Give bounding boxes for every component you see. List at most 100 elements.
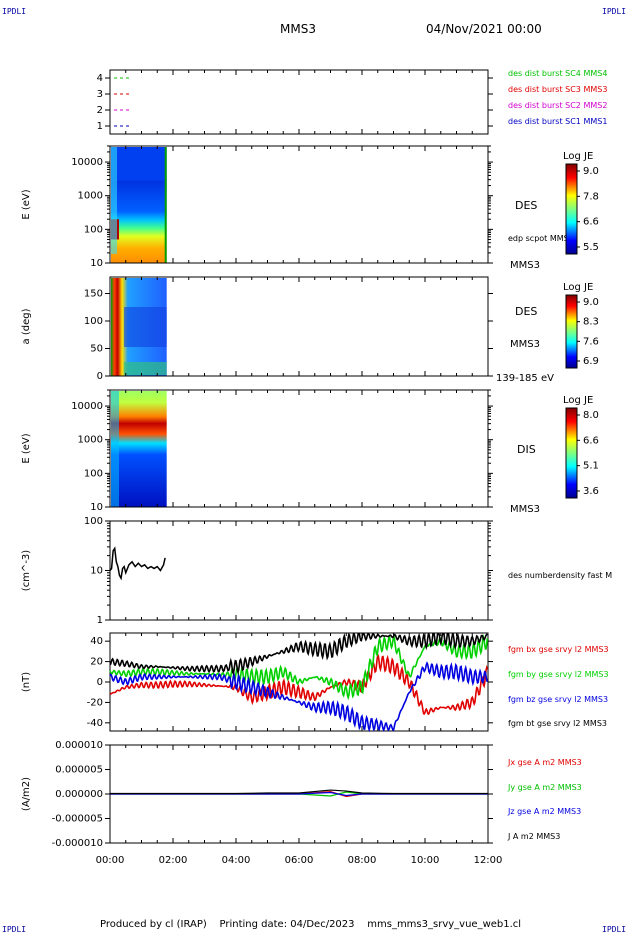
density-legend: des numberdensity fast M [508, 571, 612, 580]
y-tick-label: 3 [97, 89, 103, 100]
y-axis-label: (cm^-3) [21, 550, 32, 591]
colorbar-tick-label: 5.5 [583, 242, 599, 253]
y-tick-label: 50 [90, 344, 103, 355]
des-pitch-bottom-band [124, 362, 167, 375]
colorbar-tick-label: 9.0 [583, 166, 599, 177]
y-tick-label: 1 [97, 121, 103, 132]
fgm-line-3 [109, 632, 488, 676]
des-label: DES [515, 199, 537, 212]
panel-frame-0 [109, 69, 489, 135]
y-tick-label: 10 [90, 566, 103, 577]
burst-legend-4: des dist burst SC4 MMS4 [508, 69, 607, 78]
current-legend-0: Jx gse A m2 MMS3 [507, 758, 582, 767]
y-tick-label: 100 [84, 516, 103, 527]
colorbar-1 [565, 163, 578, 255]
time-tick-label: 06:00 [285, 855, 314, 866]
colorbar-tick-label: 6.6 [583, 435, 599, 446]
y-tick-label: 0 [97, 371, 103, 382]
colorbar-tick-label: 3.6 [583, 486, 599, 497]
colorbar-title: Log JE [563, 395, 593, 406]
des-energy-spectrogram-top [111, 147, 167, 181]
footer-file-name: mms_mms3_srvy_vue_web1.cl [367, 919, 522, 930]
des-energy-spectrogram [111, 179, 167, 263]
colorbar-title: Log JE [563, 282, 593, 293]
corner-label-top-right: IPDLI [602, 7, 627, 16]
y-tick-label: -20 [87, 697, 103, 708]
corner-label-bottom-right: IPDLI [602, 925, 627, 934]
colorbar-tick-label: 5.1 [583, 461, 599, 472]
time-tick-label: 12:00 [474, 855, 503, 866]
time-tick-label: 08:00 [348, 855, 377, 866]
des-pitch-core [124, 307, 167, 347]
footer: Produced by cl (IRAP) Printing date: 04/… [100, 919, 521, 930]
colorbar-title: Log JE [563, 151, 593, 162]
y-tick-label: 0 [97, 677, 103, 688]
dis-sublabel: MMS3 [510, 504, 540, 515]
y-tick-label: 0.000005 [55, 765, 103, 776]
corner-label-top-left: IPDLI [2, 7, 27, 16]
y-tick-label: 40 [90, 636, 103, 647]
des-pitch-sublabel: MMS3 [510, 339, 540, 350]
burst-legend-3: des dist burst SC3 MMS3 [508, 85, 607, 94]
y-tick-label: -0.000005 [52, 814, 103, 825]
y-axis-label: (A/m2) [21, 777, 32, 811]
panel-frame-4 [109, 520, 489, 621]
y-tick-label: 0.000010 [55, 740, 103, 751]
current-legend-1: Jy gse A m2 MMS3 [507, 783, 582, 792]
y-tick-label: 4 [97, 73, 103, 84]
y-tick-label: 1 [97, 615, 103, 626]
y-tick-label: 10000 [71, 157, 103, 168]
corner-label-bottom-left: IPDLI [2, 925, 27, 934]
y-tick-label: 100 [84, 316, 103, 327]
fgm-legend-3: fgm bt gse srvy l2 MMS3 [508, 719, 607, 728]
current-legend-3: J A m2 MMS3 [507, 832, 560, 841]
colorbar-tick-label: 8.3 [583, 317, 599, 328]
scpot-label: edp scpot MMS3 [508, 234, 574, 243]
fgm-legend-1: fgm by gse srvy l2 MMS3 [508, 670, 609, 679]
dis-energy-spectrogram [111, 391, 167, 507]
date-title: 04/Nov/2021 00:00 [426, 22, 542, 36]
y-tick-label: 1000 [78, 435, 103, 446]
des-energy-edge [111, 147, 117, 254]
y-tick-label: 100 [84, 224, 103, 235]
density-line [109, 546, 166, 581]
y-tick-label: 2 [97, 105, 103, 116]
colorbar-2 [565, 294, 578, 369]
colorbar-tick-label: 6.6 [583, 217, 599, 228]
y-tick-label: 10 [90, 502, 103, 513]
des-pitch-label: DES [515, 305, 537, 318]
colorbar-tick-label: 9.0 [583, 297, 599, 308]
y-axis-label: (nT) [21, 672, 32, 692]
burst-legend-1: des dist burst SC1 MMS1 [508, 117, 607, 126]
fgm-line-0 [109, 651, 489, 716]
y-tick-label: 10 [90, 258, 103, 269]
y-axis-label: E (eV) [21, 433, 32, 463]
time-tick-label: 04:00 [222, 855, 251, 866]
fgm-line-1 [109, 634, 489, 701]
colorbar-tick-label: 8.0 [583, 410, 599, 421]
footer-producer: Produced by cl (IRAP) [100, 919, 207, 930]
dis-label: DIS [517, 443, 536, 456]
y-tick-label: 20 [90, 657, 103, 668]
y-tick-label: -0.000010 [52, 838, 103, 849]
fgm-legend-2: fgm bz gse srvy l2 MMS3 [508, 695, 608, 704]
y-tick-label: 100 [84, 468, 103, 479]
fgm-legend-0: fgm bx gse srvy l2 MMS3 [508, 645, 609, 654]
current-line-3 [110, 789, 488, 795]
y-tick-label: 10000 [71, 401, 103, 412]
current-legend-2: Jz gse A m2 MMS3 [507, 807, 581, 816]
pitch-energy-range: 139-185 eV [496, 373, 554, 384]
y-tick-label: 1000 [78, 191, 103, 202]
dis-energy-edge [111, 391, 119, 507]
fgm-line-2 [109, 661, 489, 733]
y-axis-label: a (deg) [21, 308, 32, 344]
colorbar-3 [565, 407, 578, 499]
spacecraft-title: MMS3 [280, 22, 316, 36]
y-axis-label: E (eV) [21, 189, 32, 219]
y-tick-label: 150 [84, 289, 103, 300]
des-sublabel: MMS3 [510, 260, 540, 271]
des-energy-right-edge [164, 147, 167, 263]
time-tick-label: 00:00 [96, 855, 125, 866]
